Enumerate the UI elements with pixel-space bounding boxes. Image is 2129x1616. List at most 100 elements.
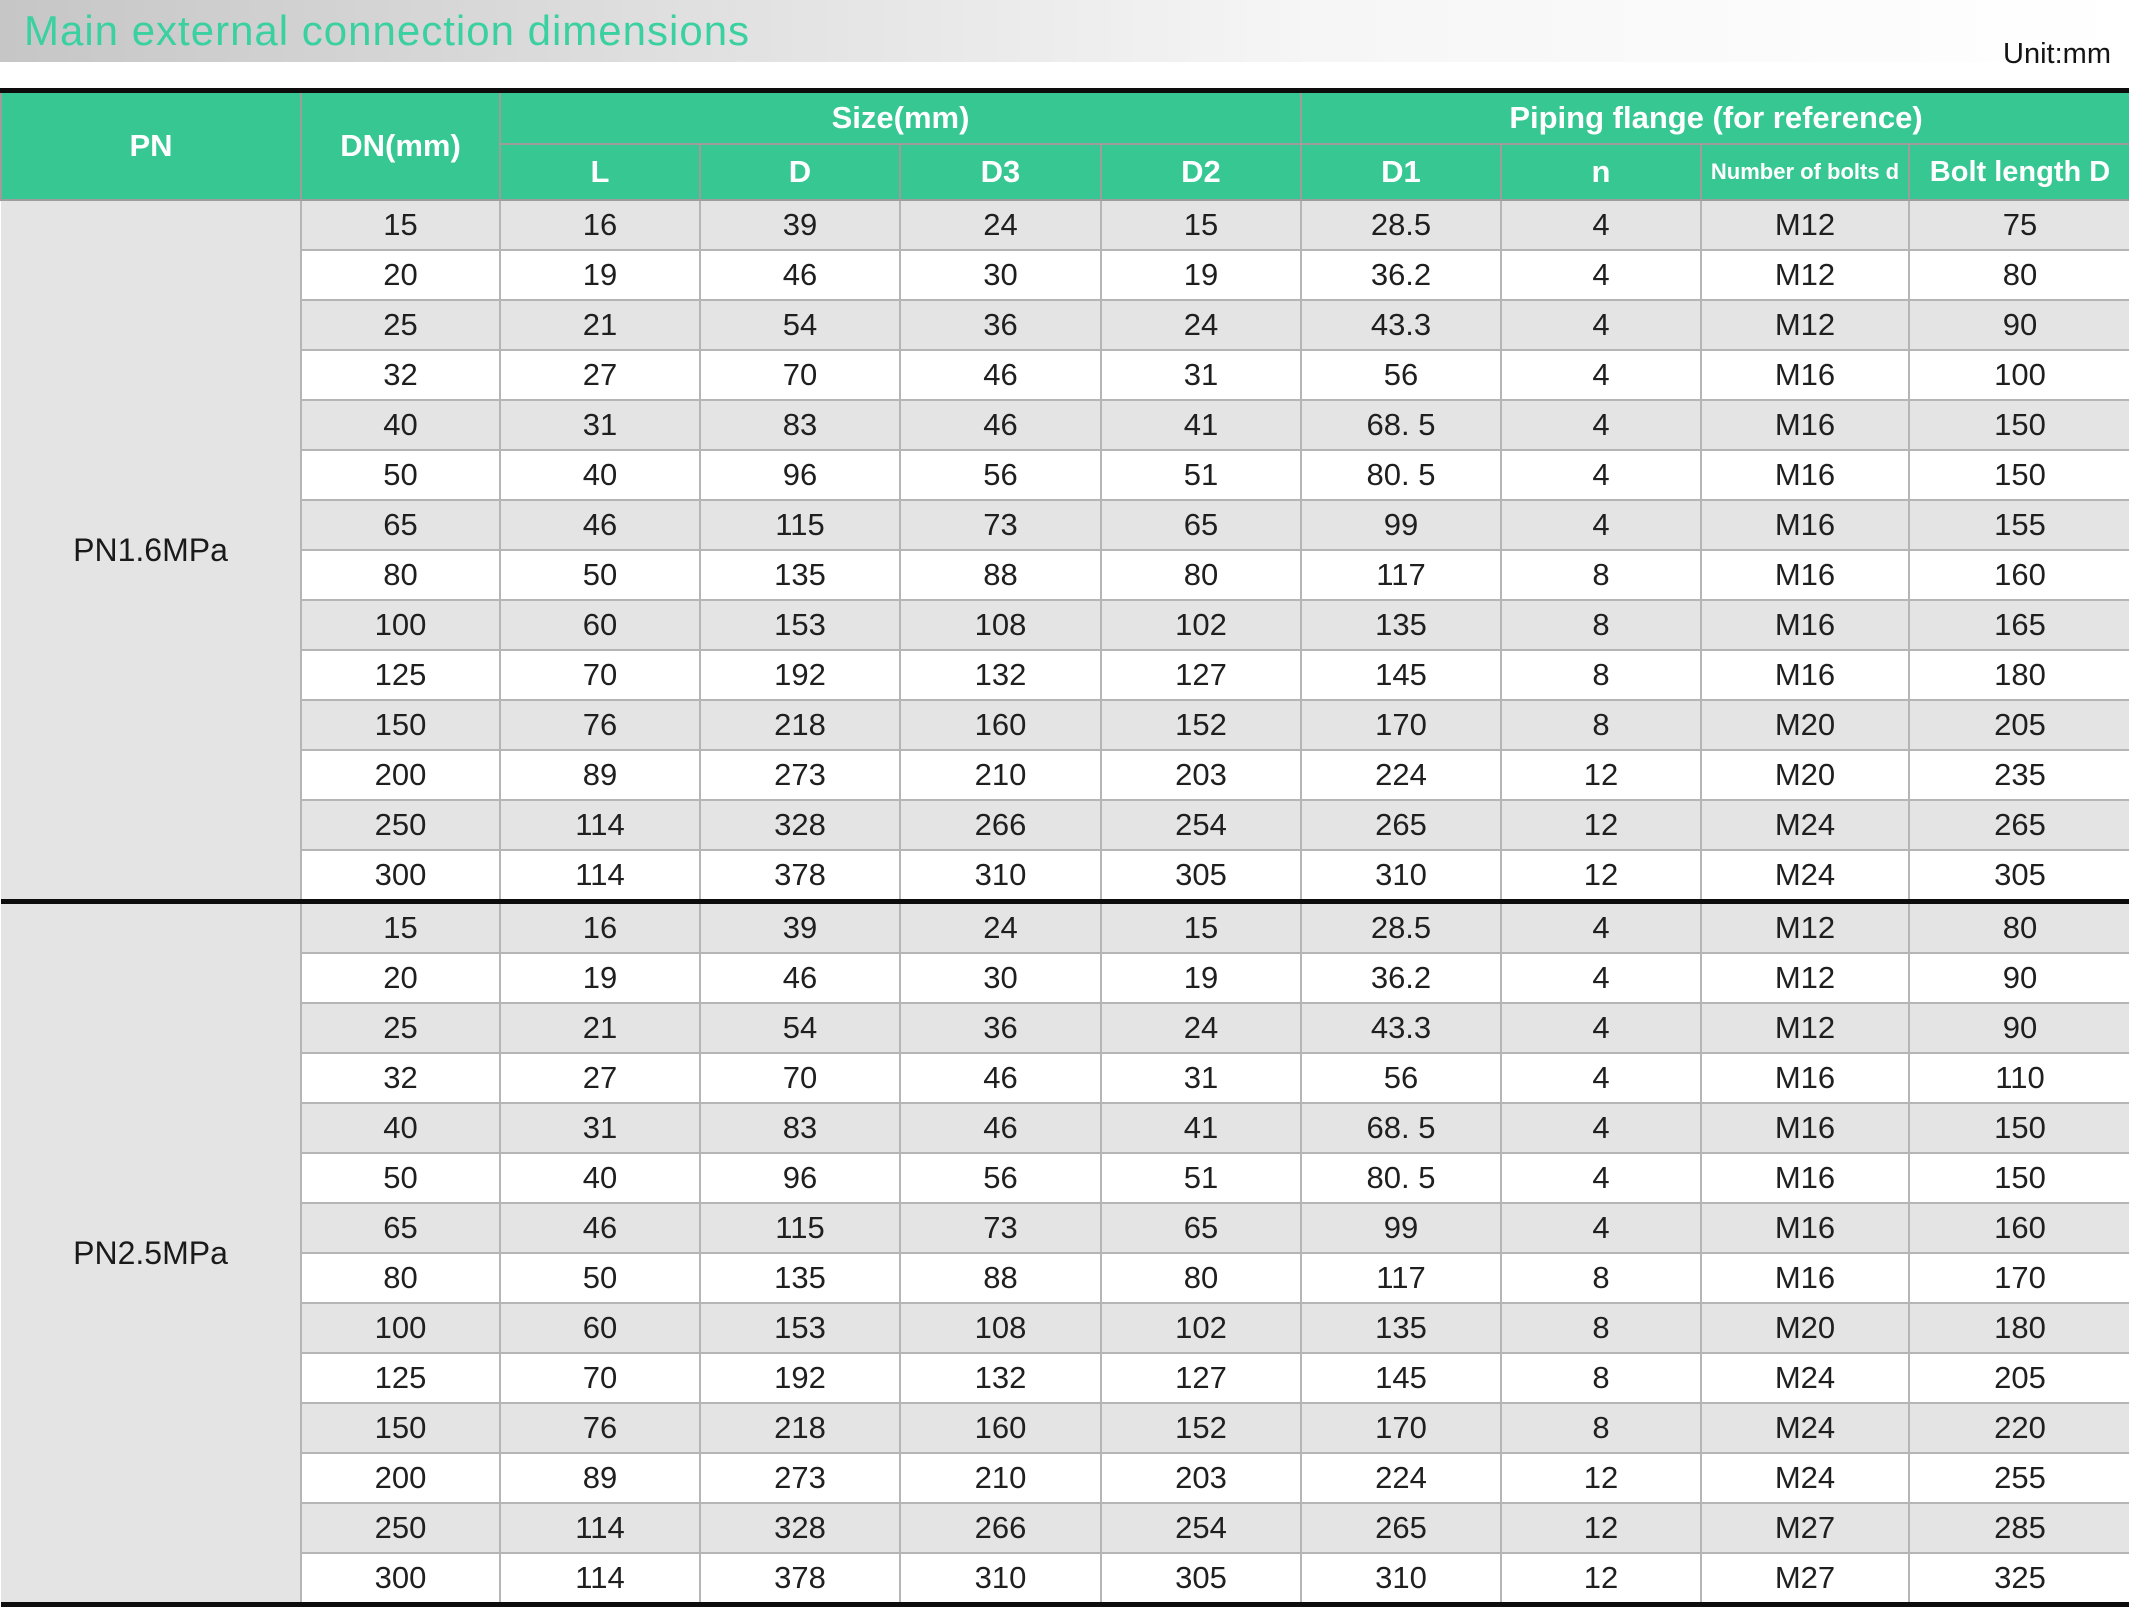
table-cell: 50 [499, 1252, 701, 1304]
table-cell: 83 [699, 399, 901, 451]
table-cell: 70 [499, 1352, 701, 1404]
table-cell: 24 [899, 899, 1102, 954]
table-cell: 218 [699, 1402, 901, 1454]
table-cell: 40 [300, 1102, 501, 1154]
table-cell: 8 [1500, 699, 1702, 751]
table-cell: 145 [1300, 1352, 1502, 1404]
table-cell: M16 [1700, 499, 1910, 551]
table-cell: 132 [899, 1352, 1102, 1404]
table-cell: 328 [699, 799, 901, 851]
table-cell: 76 [499, 699, 701, 751]
table-cell: 19 [1100, 249, 1302, 301]
table-cell: 254 [1100, 799, 1302, 851]
table-cell: 89 [499, 749, 701, 801]
table-cell: 40 [499, 1152, 701, 1204]
table-cell: 88 [899, 549, 1102, 601]
table-cell: 36 [899, 299, 1102, 351]
table-cell: M12 [1700, 299, 1910, 351]
group-header-piping-flange: Piping flange (for reference) [1299, 89, 2129, 145]
table-cell: M24 [1700, 1452, 1910, 1504]
table-cell: 4 [1500, 349, 1702, 401]
table-cell: 145 [1300, 649, 1502, 701]
table-cell: 192 [699, 649, 901, 701]
table-row: 300 114 378 310 305 310 12 M24 305 [1, 849, 2129, 903]
table-cell: 50 [499, 549, 701, 601]
unit-label: Unit:mm [2003, 38, 2111, 70]
table-cell: 51 [1100, 1152, 1302, 1204]
table-cell: 125 [300, 649, 501, 701]
table-cell: 12 [1500, 799, 1702, 851]
table-cell: 25 [300, 1002, 501, 1054]
table-cell: 300 [300, 849, 501, 903]
table-cell: 36 [899, 1002, 1102, 1054]
table-cell: 300 [300, 1552, 501, 1606]
table-cell: 60 [499, 1302, 701, 1354]
table-cell: 310 [899, 849, 1102, 903]
table-cell: 266 [899, 1502, 1102, 1554]
table-row: 150 76 218 160 152 170 8 M20 205 [1, 699, 2129, 751]
table-cell: 325 [1907, 1552, 2129, 1606]
table-cell: 273 [699, 749, 901, 801]
table-cell: 4 [1500, 1102, 1702, 1154]
table-cell: 135 [699, 549, 901, 601]
table-cell: 4 [1500, 399, 1702, 451]
table-cell: 305 [1100, 1552, 1302, 1606]
table-cell: M16 [1700, 549, 1910, 601]
table-cell: 100 [1907, 349, 2129, 401]
table-cell: 96 [699, 1152, 901, 1204]
table-cell: 73 [899, 1202, 1102, 1254]
col-header-pn: PN [0, 89, 302, 201]
table-cell: 27 [499, 1052, 701, 1104]
table-cell: 224 [1300, 749, 1502, 801]
table-cell: 88 [899, 1252, 1102, 1304]
table-cell: 265 [1300, 1502, 1502, 1554]
table-cell: 210 [899, 749, 1102, 801]
table-cell: 56 [1300, 349, 1502, 401]
table-row: 25 21 54 36 24 43.3 4 M12 90 [1, 1002, 2129, 1054]
table-cell: 43.3 [1300, 1002, 1502, 1054]
table-row: 100 60 153 108 102 135 8 M20 180 [1, 1302, 2129, 1354]
table-cell: 102 [1100, 1302, 1302, 1354]
table-cell: 135 [1300, 1302, 1502, 1354]
table-cell: 150 [1907, 449, 2129, 501]
col-header-bolt-length: Bolt length D [1907, 143, 2129, 201]
table-cell: 160 [1907, 1202, 2129, 1254]
table-cell: M27 [1700, 1552, 1910, 1606]
table-cell: 68. 5 [1300, 1102, 1502, 1154]
table-cell: M16 [1700, 449, 1910, 501]
table-cell: 100 [300, 1302, 501, 1354]
table-cell: 150 [1907, 1152, 2129, 1204]
table-cell: 15 [1100, 899, 1302, 954]
table-cell: 12 [1500, 1552, 1702, 1606]
table-cell: 205 [1907, 699, 2129, 751]
table-row: 25 21 54 36 24 43.3 4 M12 90 [1, 299, 2129, 351]
table-cell: 56 [1300, 1052, 1502, 1104]
table-cell: 235 [1907, 749, 2129, 801]
table-cell: 43.3 [1300, 299, 1502, 351]
table-row: 32 27 70 46 31 56 4 M16 110 [1, 1052, 2129, 1104]
table-cell: 203 [1100, 749, 1302, 801]
group-header-size: Size(mm) [499, 89, 1302, 145]
table-cell: 108 [899, 599, 1102, 651]
table-cell: 19 [1100, 952, 1302, 1004]
table-cell: 117 [1300, 1252, 1502, 1304]
table-cell: 100 [300, 599, 501, 651]
section-pn1-6: PN1.6MPa 15 16 39 24 15 28.5 4 M12 75 20 19 46 30 19 36… [1, 199, 2129, 903]
table-cell: 46 [899, 399, 1102, 451]
table-cell: 46 [699, 249, 901, 301]
table-row: 40 31 83 46 41 68. 5 4 M16 150 [1, 1102, 2129, 1154]
col-header-d: D [699, 143, 901, 201]
table-cell: M16 [1700, 1052, 1910, 1104]
table-cell: 310 [1300, 1552, 1502, 1606]
table-cell: 265 [1907, 799, 2129, 851]
table-cell: 305 [1100, 849, 1302, 903]
table-cell: 200 [300, 1452, 501, 1504]
table-cell: 218 [699, 699, 901, 751]
table-cell: 46 [899, 1052, 1102, 1104]
table-cell: 80 [1907, 249, 2129, 301]
table-cell: M12 [1700, 1002, 1910, 1054]
table-cell: 46 [699, 952, 901, 1004]
table-cell: 250 [300, 1502, 501, 1554]
table-cell: M16 [1700, 1102, 1910, 1154]
table-cell: 83 [699, 1102, 901, 1154]
